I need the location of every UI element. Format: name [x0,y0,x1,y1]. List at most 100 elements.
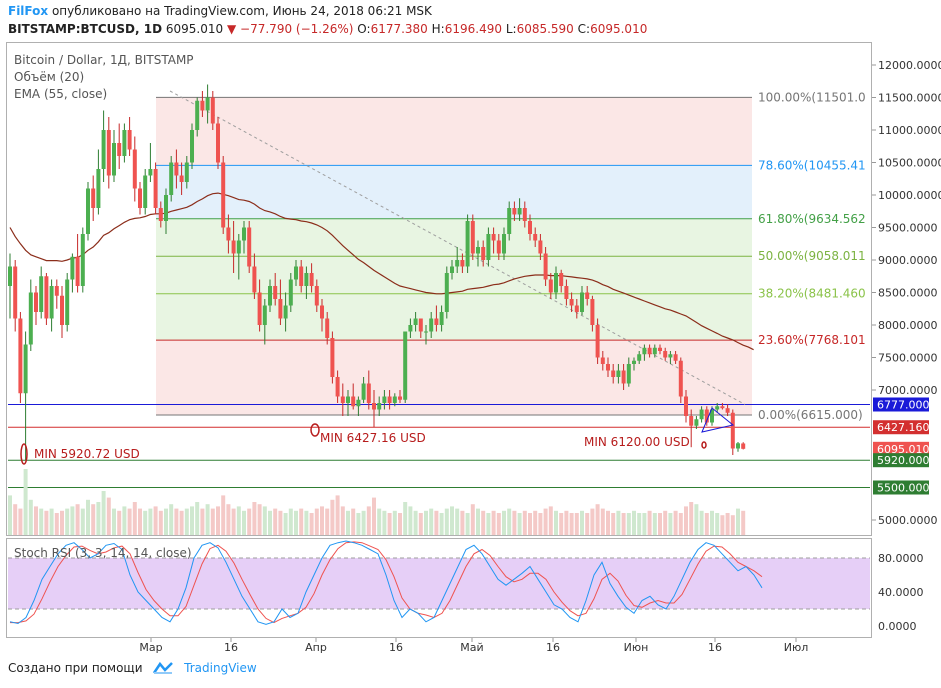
candle [247,221,252,273]
volume-bar [340,506,345,535]
candle-body [361,383,366,400]
candle [533,227,538,247]
volume-bar [470,504,475,535]
candle [387,390,392,410]
time-axis-label: Июн [624,641,649,654]
candle [314,279,319,312]
volume-bar [377,508,382,535]
candle-body [684,396,688,416]
volume-bar [221,495,226,535]
fib-level-label: 38.20%(8481.460 [758,287,866,301]
stoch-axis-label: 80.0000 [878,552,924,565]
volume-bar [476,508,480,535]
candle [299,260,304,293]
candle [663,347,668,361]
candle-body [309,273,314,286]
candle [164,188,168,234]
candle [486,227,491,267]
volume-bar [325,508,330,535]
volume-bar [424,510,428,535]
price-tag-box [873,397,929,412]
fib-level-label: 0.00%(6615.000) [758,408,863,422]
time-axis-label: 16 [224,641,238,654]
fib-level-label: 50.00%(9058.011 [758,249,866,263]
price-tag-box [873,420,929,435]
candle-body [34,292,38,312]
candle [522,201,527,228]
candle-body [179,175,184,182]
price-tag-label: 5920.000 [877,454,930,467]
candle [413,312,418,332]
candle [725,404,730,416]
candle [179,162,184,195]
candle [372,390,376,428]
volume-bar [663,510,668,535]
candle [200,91,205,117]
candle [554,266,558,299]
fib-zone [156,97,752,166]
candle-body [548,279,553,293]
volume-bar [684,506,688,535]
price-axis-label: 8000.0000 [878,319,938,332]
candle [626,357,631,387]
candle [288,273,293,312]
candle [392,393,397,407]
volume-bar [112,508,116,535]
down-arrow-icon: ▼ [226,22,237,36]
volume-bar [283,513,288,535]
candle [704,406,709,426]
candle [377,396,382,416]
candle-body [377,403,382,410]
candle [112,130,116,182]
price-axis-label: 12000.0000 [878,59,941,72]
volume-bar [496,513,501,535]
candle [231,221,236,273]
candle-body [13,266,18,319]
symbol-header: BITSTAMP:BTCUSD, 1D 6095.010 ▼ −77.790 (… [8,22,647,36]
volume-bar [143,510,148,535]
candle-body [678,360,683,397]
volume-bar [392,510,397,535]
candle-body [158,208,163,221]
candle [590,295,595,332]
candle-body [522,208,527,221]
volume-bar [528,513,532,535]
volume-bar [652,513,657,535]
candle-body [450,266,454,273]
candle-body [595,325,600,358]
candle-body [543,253,548,280]
candle [507,201,512,241]
volume-bar [242,510,246,535]
candle [304,266,309,299]
candle [91,175,96,221]
candle-body [49,286,54,319]
stoch-d-line [10,541,763,624]
volume-bar [465,513,470,535]
price-tag-box [873,480,929,495]
author-name[interactable]: FilFox [8,4,49,18]
volume-bar [522,510,527,535]
candle-body [70,256,75,280]
candle-body [673,354,678,361]
candle [403,331,408,403]
volume-bar [569,513,574,535]
volume-bar [704,513,709,535]
volume-bar [455,508,460,535]
volume-bar [257,504,262,535]
candle-body [340,396,345,403]
candle [127,117,132,156]
candle-body [278,299,283,319]
volume-bar [720,515,725,535]
candle-body [320,305,324,319]
candle-body [585,292,590,299]
volume-bar [205,504,210,535]
candle-body [174,162,179,176]
volume-bar [288,508,293,535]
candle [262,299,267,345]
volume-bar [543,508,548,535]
footer-brand[interactable]: TradingView [184,661,257,675]
volume-bar [60,510,64,535]
ohlc-high: 6196.490 [444,22,502,36]
candle-body [621,370,626,384]
